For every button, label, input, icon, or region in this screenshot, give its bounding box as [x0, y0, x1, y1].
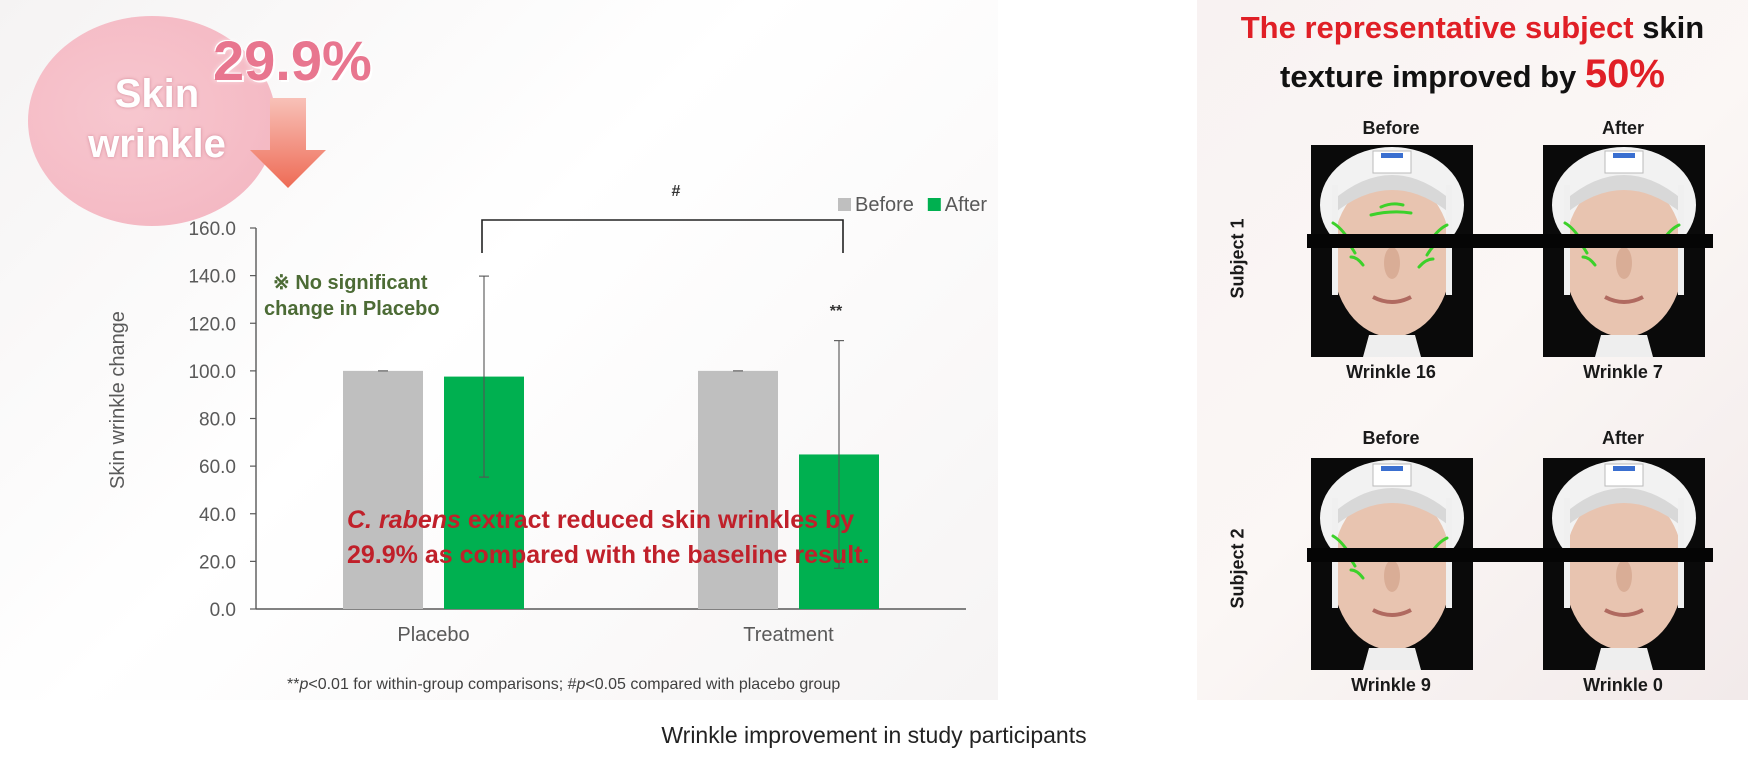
no-significance-note-line1: ※ No significant [273, 272, 428, 294]
legend-swatch-after [927, 198, 941, 211]
significance-bracket [481, 219, 844, 253]
bar-before-treatment [698, 370, 778, 609]
subject1-before-photo [1311, 145, 1473, 357]
subject1-after-photo [1543, 145, 1705, 357]
legend-label-after: After [945, 194, 988, 216]
panel-title-black2: texture improved by [1280, 59, 1585, 94]
y-tick-label: 40.0 [199, 505, 236, 526]
pink-highlight-blob [28, 16, 276, 226]
x-tick-label: Placebo [397, 624, 469, 646]
subject1-after-caption: Wrinkle 7 [1583, 362, 1663, 382]
reduction-percent-label: 29.9% [213, 29, 372, 92]
subject2-after-caption: Wrinkle 0 [1583, 675, 1663, 695]
legend-label-before: Before [855, 194, 914, 216]
subject1-eye-bar [1307, 234, 1713, 248]
y-tick-label: 0.0 [210, 600, 236, 621]
subject1-before-caption: Wrinkle 16 [1346, 362, 1436, 382]
panel-title-red: The representative subject [1240, 10, 1634, 45]
panel-title-line2: texture improved by 50% [1197, 52, 1748, 97]
result-statement-rest: extract reduced skin wrinkles by [461, 506, 854, 534]
x-tick-label: Treatment [743, 624, 834, 646]
chart-panel: Skin wrinkle 29.9% 0.0 20.0 40.0 60.0 80.0 10… [0, 0, 998, 700]
subject2-before-photo [1311, 458, 1473, 670]
y-tick-label: 80.0 [199, 410, 236, 431]
y-tick-label: 100.0 [188, 362, 236, 383]
subject2-eye-bar [1307, 548, 1713, 562]
significance-hash: # [672, 183, 681, 200]
subject2-label: Subject 2 [1227, 528, 1248, 609]
subject1-label: Subject 1 [1227, 218, 1248, 299]
bar-chart: 0.0 20.0 40.0 60.0 80.0 100.0 120.0 140.0 160.0 S… [107, 183, 988, 693]
figure-caption: Wrinkle improvement in study participant… [661, 722, 1087, 748]
y-tick-label: 120.0 [188, 314, 236, 335]
subject2-after-photo [1543, 458, 1705, 670]
subject1-before-label: Before [1362, 118, 1420, 138]
blob-label-skin: Skin [114, 72, 200, 116]
y-tick-label: 20.0 [199, 552, 236, 573]
subject-photo-panel: The representative subject skin texture … [1197, 0, 1748, 700]
y-axis-title: Skin wrinkle change [107, 311, 129, 489]
y-tick-label: 140.0 [188, 267, 236, 288]
result-statement-line1: C. rabens extract reduced skin wrinkles … [347, 506, 854, 534]
panel-title-black: skin [1633, 10, 1705, 45]
subject2-before-label: Before [1362, 428, 1420, 448]
subject2-after-label: After [1601, 428, 1644, 448]
significance-stars: ** [830, 303, 843, 320]
footnote: **p<0.01 for within-group comparisons; #… [287, 676, 840, 693]
blob-label-wrinkle: wrinkle [88, 122, 226, 166]
y-tick-label: 60.0 [199, 457, 236, 478]
subject1-after-label: After [1601, 118, 1644, 138]
y-tick-label: 160.0 [188, 219, 236, 240]
legend-swatch-before [838, 198, 851, 211]
panel-title-percent: 50% [1584, 52, 1665, 96]
subject2-before-caption: Wrinkle 9 [1351, 675, 1431, 695]
down-arrow-icon [250, 98, 326, 188]
no-significance-note-line2: change in Placebo [264, 298, 440, 320]
panel-title-line1: The representative subject skin [1197, 10, 1748, 46]
result-statement-line2: 29.9% as compared with the baseline resu… [347, 541, 869, 569]
bar-before-placebo [343, 370, 423, 609]
species-name: C. rabens [347, 506, 461, 534]
